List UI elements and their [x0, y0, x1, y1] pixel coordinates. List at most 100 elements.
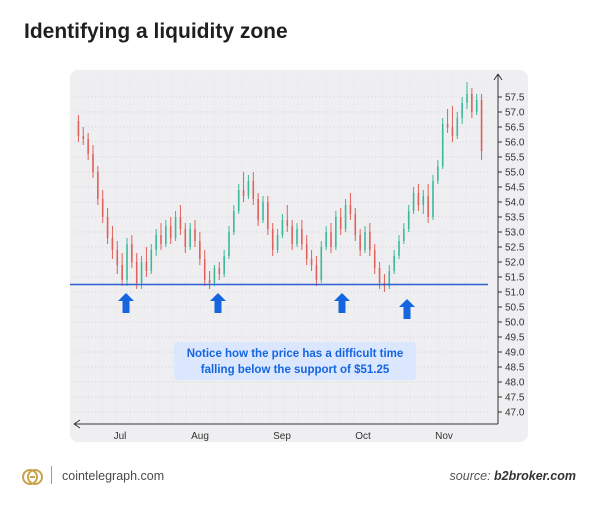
- candle-body: [398, 241, 400, 256]
- candle-body: [131, 244, 133, 262]
- candle-body: [354, 214, 357, 235]
- y-tick-label: 52.0: [505, 258, 525, 269]
- footer-source: source: b2broker.com: [450, 469, 576, 483]
- candle-body: [349, 205, 352, 214]
- candle-body: [208, 280, 211, 283]
- candle-body: [407, 211, 410, 229]
- candle-body: [281, 220, 284, 235]
- candles: [77, 82, 483, 292]
- x-tick-label: Oct: [355, 431, 371, 442]
- support-touch-arrow-icon: [399, 299, 415, 319]
- candle-body: [437, 166, 439, 181]
- candle-body: [330, 232, 332, 247]
- candle-body: [339, 217, 342, 229]
- x-tick-label: Nov: [435, 431, 453, 442]
- candle-body: [369, 232, 371, 250]
- candle-body: [121, 265, 123, 280]
- footer-source-prefix: source:: [449, 469, 495, 483]
- candle-body: [456, 118, 459, 136]
- annotation-box: [174, 342, 416, 380]
- candle-body: [174, 217, 177, 238]
- candle-body: [373, 250, 376, 268]
- candle-body: [97, 172, 99, 199]
- footer-site[interactable]: cointelegraph.com: [62, 469, 165, 483]
- footer-source-name: b2broker.com: [494, 469, 576, 483]
- candle-body: [184, 229, 187, 247]
- candle-body: [92, 154, 94, 172]
- y-tick-label: 55.5: [505, 153, 525, 164]
- chart-title: Identifying a liquidity zone: [24, 20, 288, 43]
- candle-body: [77, 121, 80, 136]
- candle-body: [194, 229, 196, 241]
- candle-body: [101, 199, 104, 217]
- candle-body: [310, 259, 313, 265]
- candle-body: [446, 124, 449, 127]
- candle-body: [403, 229, 405, 241]
- y-tick-label: 48.5: [505, 363, 525, 374]
- y-tick-label: 54.5: [505, 183, 525, 194]
- support-touch-arrow-icon: [118, 293, 134, 313]
- x-tick-label: Sep: [273, 431, 291, 442]
- axes: [73, 73, 503, 429]
- candle-body: [87, 139, 89, 154]
- y-tick-label: 57.5: [505, 93, 525, 104]
- y-tick-label: 55.0: [505, 168, 525, 179]
- candle-body: [106, 217, 109, 238]
- candle-body: [480, 100, 483, 151]
- x-tick-label: Jul: [114, 431, 127, 442]
- candle-body: [165, 226, 167, 244]
- candle-body: [199, 241, 201, 259]
- candle-body: [135, 262, 138, 283]
- candle-body: [82, 136, 85, 139]
- x-tick-label: Aug: [191, 431, 209, 442]
- candle-body: [305, 244, 308, 259]
- candle-body: [213, 268, 216, 283]
- y-tick-label: 51.0: [505, 288, 525, 299]
- candle-body: [179, 217, 182, 229]
- y-tick-label: 50.0: [505, 318, 525, 329]
- candle-body: [461, 103, 463, 118]
- candle-body: [286, 220, 289, 226]
- candle-body: [393, 256, 395, 271]
- candle-body: [257, 199, 259, 220]
- y-tick-label: 47.5: [505, 393, 525, 404]
- candle-body: [417, 193, 420, 205]
- y-tick-label: 52.5: [505, 243, 525, 254]
- candle-body: [271, 229, 274, 250]
- annotation-text-line-2: falling below the support of $51.25: [201, 364, 390, 376]
- candle-body: [451, 127, 454, 136]
- candle-body: [427, 196, 429, 217]
- candle-body: [150, 250, 153, 271]
- annotation: Notice how the price has a difficult tim…: [174, 342, 416, 380]
- y-tick-label: 56.0: [505, 138, 525, 149]
- candle-body: [223, 256, 225, 274]
- candle-body: [471, 94, 473, 112]
- candlestick-chart: Notice how the price has a difficult tim…: [70, 73, 525, 442]
- candle-body: [291, 226, 293, 244]
- candle-body: [267, 202, 269, 229]
- candle-body: [252, 181, 255, 199]
- candle-body: [276, 235, 279, 250]
- candle-body: [359, 235, 361, 250]
- candle-body: [247, 181, 250, 196]
- candle-body: [228, 232, 230, 256]
- candle-body: [233, 211, 235, 232]
- support-touch-arrow-icon: [334, 293, 350, 313]
- candle-body: [344, 205, 347, 229]
- candle-body: [320, 247, 323, 280]
- footer-divider: [51, 466, 52, 484]
- candle-body: [378, 268, 381, 283]
- y-tick-label: 48.0: [505, 378, 525, 389]
- candle-body: [315, 265, 318, 280]
- candle-body: [126, 244, 128, 280]
- y-tick-labels: 47.0 47.5 48.0 48.5 49.0 49.5 50.0 50.5 51.0 51.5…: [498, 93, 525, 419]
- candle-body: [412, 193, 415, 211]
- candle-body: [296, 229, 298, 244]
- candle-body: [160, 235, 162, 244]
- annotation-text-line-1: Notice how the price has a difficult tim…: [187, 348, 404, 360]
- chart-panel: Notice how the price has a difficult tim…: [70, 70, 528, 442]
- arrows-layer: Notice how the price has a difficult tim…: [118, 293, 416, 380]
- candle-body: [155, 235, 157, 250]
- x-axis-arrow-icon: [73, 419, 81, 429]
- y-tick-label: 51.5: [505, 273, 525, 284]
